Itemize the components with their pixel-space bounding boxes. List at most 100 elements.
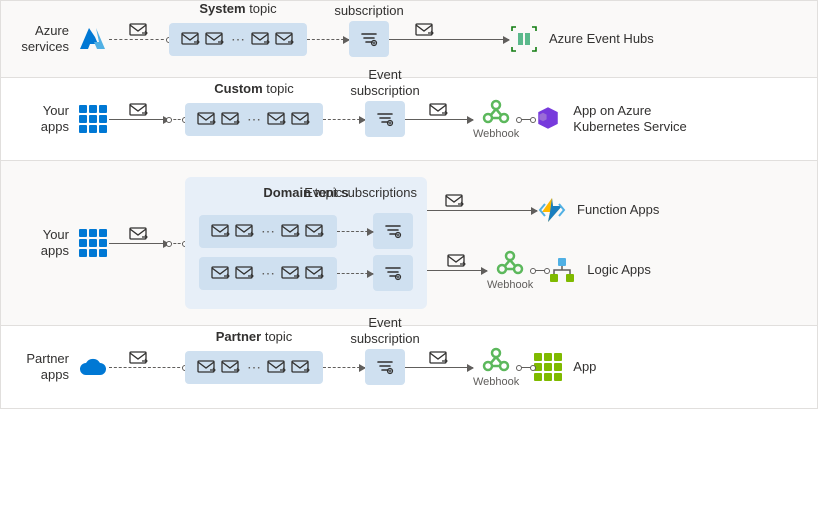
webhook-icon bbox=[482, 98, 510, 126]
domain-topics: Domain topics Event subscriptions ⋯ ⋯ bbox=[185, 177, 427, 309]
arrow bbox=[427, 270, 487, 271]
filter-box bbox=[373, 213, 413, 249]
arrow bbox=[109, 243, 169, 244]
destination: App bbox=[533, 352, 596, 382]
domain-row: ⋯ bbox=[199, 255, 413, 291]
topic-box: ⋯ bbox=[185, 103, 323, 136]
filter-icon bbox=[375, 110, 395, 128]
aks-icon bbox=[533, 104, 563, 134]
source-label: Partner apps bbox=[17, 351, 69, 382]
envelope-icon bbox=[281, 223, 301, 239]
webhook: Webhook bbox=[487, 249, 533, 291]
envelope-icon bbox=[221, 111, 241, 127]
envelope-icon bbox=[197, 359, 217, 375]
filter-box bbox=[373, 255, 413, 291]
envelope-icon bbox=[251, 31, 271, 47]
azure-icon bbox=[77, 23, 109, 55]
envelope-icon bbox=[267, 359, 287, 375]
flow: Custom topic ⋯ Event subscription Webhoo… bbox=[109, 98, 801, 140]
filter-icon bbox=[383, 264, 403, 282]
webhook-icon bbox=[496, 249, 524, 277]
event-subscription: Event subscription bbox=[365, 349, 405, 385]
source: Your apps bbox=[17, 227, 109, 259]
envelope-icon bbox=[447, 253, 467, 272]
connector bbox=[533, 270, 547, 271]
envelope-icon bbox=[211, 223, 231, 239]
webhook: Webhook bbox=[473, 98, 519, 140]
row-partner-apps: Partner apps Partner topic ⋯ Event subsc… bbox=[0, 326, 818, 409]
arrow bbox=[405, 367, 473, 368]
flow: Partner topic ⋯ Event subscription Webho… bbox=[109, 346, 801, 388]
arrow bbox=[307, 39, 349, 40]
topic-box: ⋯ bbox=[199, 257, 337, 290]
arrow bbox=[169, 119, 185, 120]
envelope-icon bbox=[197, 111, 217, 127]
envelope-icon bbox=[267, 111, 287, 127]
envelope-icon bbox=[129, 102, 149, 121]
grid-icon bbox=[77, 227, 109, 259]
destination: Function Apps bbox=[537, 195, 659, 225]
row-your-apps-custom: Your apps Custom topic ⋯ Event subscript… bbox=[0, 78, 818, 161]
arrow bbox=[169, 243, 185, 244]
arrow bbox=[389, 39, 509, 40]
arrow bbox=[405, 119, 473, 120]
topic-partner: Partner topic ⋯ bbox=[185, 351, 323, 384]
envelope-icon bbox=[235, 223, 255, 239]
source: Partner apps bbox=[17, 351, 109, 383]
source-label: Azure services bbox=[17, 23, 69, 54]
flow: System topic ⋯ Event subscription Azure … bbox=[109, 21, 801, 57]
filter-box bbox=[365, 349, 405, 385]
envelope-icon bbox=[181, 31, 201, 47]
source-label: Your apps bbox=[17, 227, 69, 258]
envelope-icon bbox=[221, 359, 241, 375]
envelope-icon bbox=[429, 350, 449, 369]
event-subscription: Event subscription bbox=[349, 21, 389, 57]
webhook: Webhook bbox=[473, 346, 519, 388]
connector bbox=[519, 367, 533, 368]
filter-icon bbox=[383, 222, 403, 240]
destination: Logic Apps bbox=[547, 255, 651, 285]
envelope-icon bbox=[129, 350, 149, 369]
output-row: Function Apps bbox=[427, 195, 659, 225]
arrow bbox=[337, 273, 373, 274]
envelope-icon bbox=[305, 223, 325, 239]
app-grid-icon bbox=[533, 352, 563, 382]
filter-box bbox=[349, 21, 389, 57]
arrow bbox=[323, 367, 365, 368]
envelope-icon bbox=[205, 31, 225, 47]
topic-system: System topic ⋯ bbox=[169, 23, 307, 56]
source: Azure services bbox=[17, 23, 109, 55]
output-row: Webhook Logic Apps bbox=[427, 249, 659, 291]
connector bbox=[519, 119, 533, 120]
envelope-icon bbox=[235, 265, 255, 281]
envelope-icon bbox=[291, 359, 311, 375]
destination: Azure Event Hubs bbox=[509, 24, 654, 54]
arrow bbox=[323, 119, 365, 120]
arrow bbox=[109, 39, 169, 40]
destination: App on Azure Kubernetes Service bbox=[533, 103, 686, 136]
filter-icon bbox=[359, 30, 379, 48]
envelope-icon bbox=[305, 265, 325, 281]
domain-outputs: Function Apps Webhook Logic Apps bbox=[427, 195, 659, 291]
row-your-apps-domain: Your apps Domain topics Event subscripti… bbox=[0, 161, 818, 326]
event-subscription: Event subscription bbox=[365, 101, 405, 137]
event-hubs-icon bbox=[509, 24, 539, 54]
arrow bbox=[109, 367, 185, 368]
logic-apps-icon bbox=[547, 255, 577, 285]
envelope-icon bbox=[281, 265, 301, 281]
cloud-icon bbox=[77, 351, 109, 383]
arrow bbox=[427, 210, 537, 211]
grid-icon bbox=[77, 103, 109, 135]
envelope-icon bbox=[415, 22, 435, 41]
filter-icon bbox=[375, 358, 395, 376]
source-label: Your apps bbox=[17, 103, 69, 134]
function-icon bbox=[537, 195, 567, 225]
source: Your apps bbox=[17, 103, 109, 135]
arrow bbox=[337, 231, 373, 232]
topic-box: ⋯ bbox=[185, 351, 323, 384]
envelope-icon bbox=[445, 193, 465, 212]
domain-row: ⋯ bbox=[199, 213, 413, 249]
topic-custom: Custom topic ⋯ bbox=[185, 103, 323, 136]
envelope-icon bbox=[211, 265, 231, 281]
envelope-icon bbox=[429, 102, 449, 121]
